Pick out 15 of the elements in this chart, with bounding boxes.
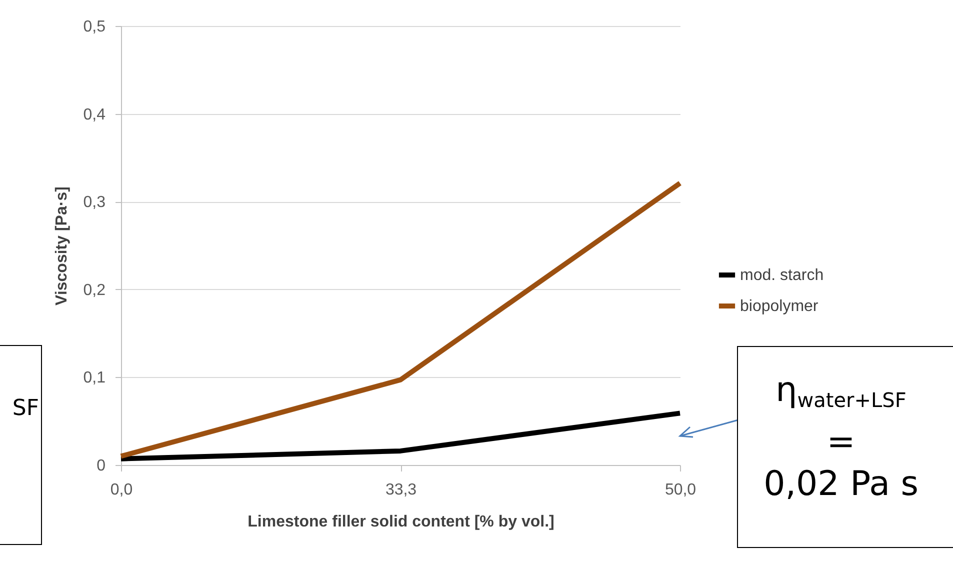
x-tick-label: 33,3 bbox=[385, 482, 417, 498]
y-tick-label: 0,1 bbox=[83, 370, 106, 387]
y-tick-label: 0 bbox=[96, 458, 106, 474]
y-tick-label: 0,2 bbox=[83, 282, 106, 299]
x-tick-label: 0,0 bbox=[110, 482, 133, 498]
y-tick-label: 0,5 bbox=[83, 18, 106, 36]
legend-label: mod. starch bbox=[740, 267, 824, 284]
y-axis-title: Viscosity [Pa·s] bbox=[53, 186, 70, 306]
x-tick-label: 50,0 bbox=[664, 482, 696, 498]
x-axis-title: Limestone filler solid content [% by vol.] bbox=[248, 514, 554, 530]
legend-label: biopolymer bbox=[740, 298, 819, 315]
y-tick-label: 0,3 bbox=[83, 194, 106, 212]
text: SF bbox=[0, 345, 42, 545]
text: η$_{water+LSF}$ = 0,02 Pa s bbox=[737, 346, 953, 548]
y-tick-label: 0,4 bbox=[83, 106, 106, 124]
